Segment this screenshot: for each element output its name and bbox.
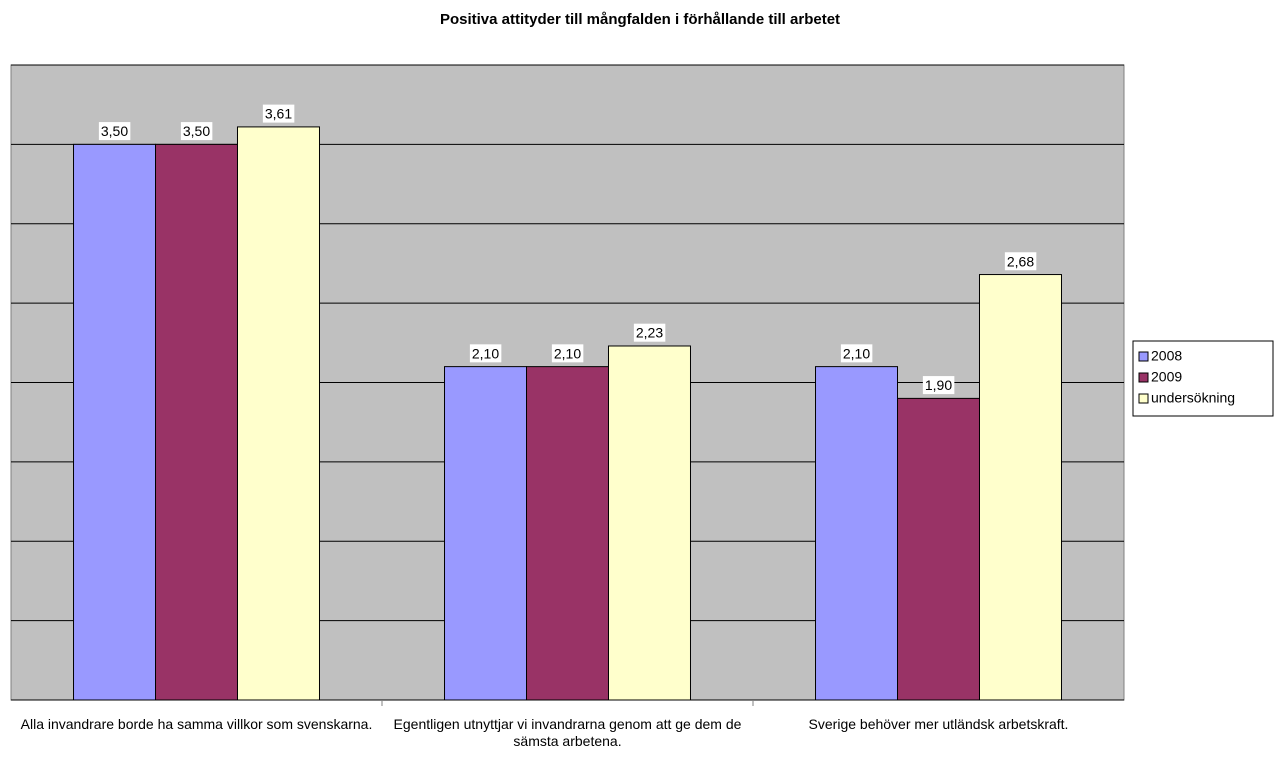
value-label-bg <box>633 323 666 342</box>
bar <box>607 345 691 701</box>
value-label: 3,61 <box>265 106 292 122</box>
x-tick-label: Sverige behöver mer utländsk arbetskraft… <box>808 716 1069 732</box>
bar <box>815 366 899 701</box>
x-tick-label: Alla invandrare borde ha samma villkor s… <box>20 716 373 732</box>
value-label-bg <box>469 344 502 363</box>
value-label: 1,90 <box>925 377 952 393</box>
value-label: 2,10 <box>554 345 581 361</box>
bar <box>526 366 609 701</box>
bar <box>73 143 157 701</box>
legend-box <box>1132 340 1274 417</box>
bar <box>236 126 320 701</box>
x-tick-label: Egentligen utnyttjar vi invandrarna geno… <box>393 716 742 749</box>
value-label: 2,68 <box>1007 253 1034 269</box>
value-label-bg <box>180 122 213 141</box>
value-label: 2,10 <box>843 345 870 361</box>
bar <box>155 143 238 701</box>
value-label-bg <box>840 344 873 363</box>
value-label-bg <box>551 344 584 363</box>
value-label: 2,10 <box>472 345 499 361</box>
legend-swatch <box>1138 393 1149 404</box>
bar <box>978 274 1062 701</box>
value-label: 3,50 <box>183 123 210 139</box>
legend-label: 2009 <box>1151 369 1182 385</box>
value-label: 3,50 <box>101 123 128 139</box>
legend-swatch <box>1138 351 1149 362</box>
value-label: 2,23 <box>636 325 663 341</box>
bar <box>444 366 528 701</box>
value-label-bg <box>922 376 955 395</box>
legend-swatch <box>1138 372 1149 383</box>
value-label-bg <box>1004 252 1037 271</box>
value-label-bg <box>98 122 131 141</box>
legend-label: undersökning <box>1151 390 1235 406</box>
legend-label: 2008 <box>1151 348 1182 364</box>
bar <box>897 397 980 701</box>
chart-title: Positiva attityder till mångfalden i för… <box>440 11 840 28</box>
value-label-bg <box>262 104 295 123</box>
